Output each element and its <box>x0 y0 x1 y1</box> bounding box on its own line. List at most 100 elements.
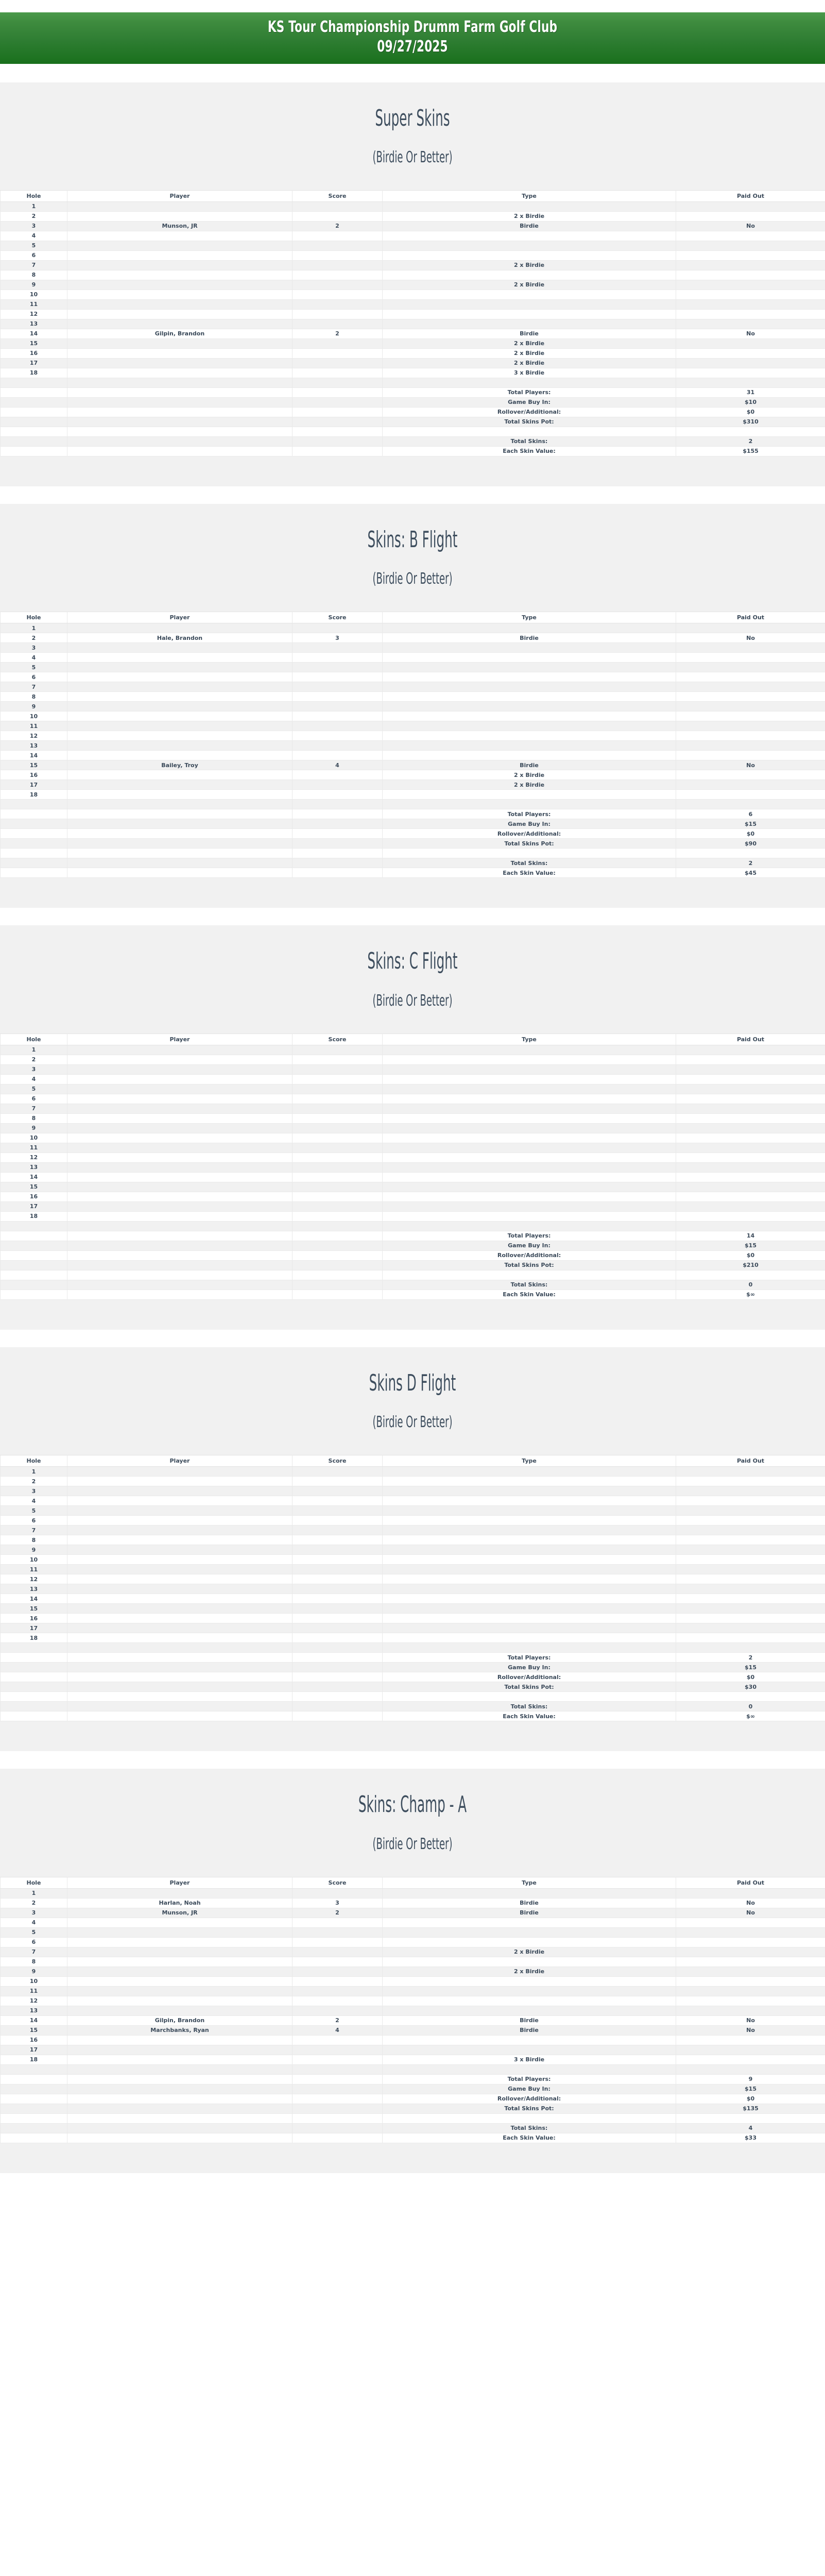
summary-label: Total Skins Pot: <box>382 417 676 427</box>
column-header-player: Player <box>67 1876 293 1889</box>
cell-blank <box>67 1280 293 1290</box>
cell-blank <box>292 858 383 869</box>
cell-player <box>67 1113 293 1124</box>
cell-score <box>292 299 383 310</box>
cell-score <box>292 770 383 781</box>
table-row: 1 <box>0 201 825 212</box>
summary-value: 6 <box>676 809 825 820</box>
cell-score <box>292 1976 383 1987</box>
table-row: 15 <box>0 1603 825 1614</box>
cell-score <box>292 1094 383 1104</box>
summary-label: Total Skins Pot: <box>382 2104 676 2114</box>
table-row: 2 <box>0 1476 825 1487</box>
cell-player <box>67 1947 293 1957</box>
cell-hole: 16 <box>0 2035 67 2045</box>
cell-score <box>292 682 383 692</box>
cell-blank <box>67 1260 293 1270</box>
cell-hole: 4 <box>0 1074 67 1084</box>
cell-type <box>382 1201 676 1212</box>
cell-paid <box>676 211 825 222</box>
section-header: Skins D Flight (Birdie Or Better) <box>0 1347 825 1455</box>
cell-blank <box>292 1642 383 1653</box>
table-row: 17 <box>0 1201 825 1212</box>
cell-player <box>67 241 293 251</box>
summary-value: $210 <box>676 1260 825 1270</box>
cell-blank <box>382 1221 676 1231</box>
cell-player <box>67 652 293 663</box>
cell-player <box>67 1084 293 1094</box>
cell-player <box>67 1554 293 1565</box>
cell-type <box>382 1927 676 1938</box>
cell-hole: 15 <box>0 2025 67 2036</box>
cell-paid <box>676 1976 825 1987</box>
cell-blank <box>67 397 293 408</box>
cell-score <box>292 642 383 653</box>
section-subtitle: (Birdie Or Better) <box>372 1413 453 1432</box>
cell-score <box>292 1466 383 1477</box>
table-row: 9 2 x Birdie <box>0 1967 825 1977</box>
cell-score <box>292 1554 383 1565</box>
table-row: 11 <box>0 721 825 732</box>
cell-hole: 13 <box>0 1162 67 1173</box>
cell-player <box>67 1957 293 1967</box>
cell-score <box>292 348 383 359</box>
summary-label: Game Buy In: <box>382 819 676 829</box>
cell-blank <box>292 2133 383 2143</box>
table-row: 12 <box>0 1574 825 1585</box>
summary-label: Total Skins: <box>382 2123 676 2133</box>
cell-type <box>382 1594 676 1604</box>
cell-type <box>382 711 676 722</box>
summary-each-skin-value: Each Skin Value: $155 <box>0 446 825 456</box>
cell-player: Gilpin, Brandon <box>67 329 293 339</box>
summary-label: Rollover/Additional: <box>382 828 676 839</box>
cell-blank <box>67 446 293 456</box>
cell-hole: 9 <box>0 1123 67 1133</box>
cell-player <box>67 1153 293 1163</box>
cell-score <box>292 1153 383 1163</box>
cell-player <box>67 740 293 751</box>
table-row: 16 <box>0 2035 825 2045</box>
cell-player <box>67 1594 293 1604</box>
cell-player <box>67 1055 293 1065</box>
cell-score <box>292 672 383 683</box>
table-row: 6 <box>0 1515 825 1526</box>
cell-score <box>292 1584 383 1595</box>
cell-blank <box>67 1270 293 1280</box>
cell-blank <box>676 1691 825 1702</box>
cell-paid <box>676 642 825 653</box>
cell-type <box>382 642 676 653</box>
section-title: Skins D Flight <box>369 1369 456 1396</box>
cell-blank <box>0 1280 67 1290</box>
table-row: 18 <box>0 1633 825 1643</box>
cell-blank <box>0 2074 67 2084</box>
cell-score <box>292 1505 383 1516</box>
table-row: 12 <box>0 731 825 741</box>
summary-value: $45 <box>676 868 825 878</box>
cell-hole: 11 <box>0 1564 67 1575</box>
cell-paid <box>676 1986 825 1996</box>
cell-player <box>67 691 293 702</box>
cell-type <box>382 1123 676 1133</box>
summary-value: 2 <box>676 1652 825 1663</box>
cell-paid <box>676 691 825 702</box>
cell-score <box>292 2006 383 2016</box>
cell-player <box>67 1143 293 1153</box>
table-row: 3 <box>0 1064 825 1075</box>
cell-score <box>292 1525 383 1536</box>
cell-hole: 6 <box>0 250 67 261</box>
cell-score: 2 <box>292 329 383 339</box>
cell-score <box>292 309 383 319</box>
cell-blank <box>292 1672 383 1683</box>
cell-paid <box>676 260 825 270</box>
column-header-type: Type <box>382 1876 676 1889</box>
cell-type <box>382 1633 676 1643</box>
cell-type <box>382 721 676 732</box>
cell-blank <box>67 848 293 859</box>
table-row: 3 <box>0 1486 825 1497</box>
cell-player <box>67 1545 293 1555</box>
cell-hole: 1 <box>0 1888 67 1899</box>
cell-player <box>67 231 293 241</box>
cell-score <box>292 1104 383 1114</box>
cell-hole: 8 <box>0 691 67 702</box>
cell-type: Birdie <box>382 2025 676 2036</box>
